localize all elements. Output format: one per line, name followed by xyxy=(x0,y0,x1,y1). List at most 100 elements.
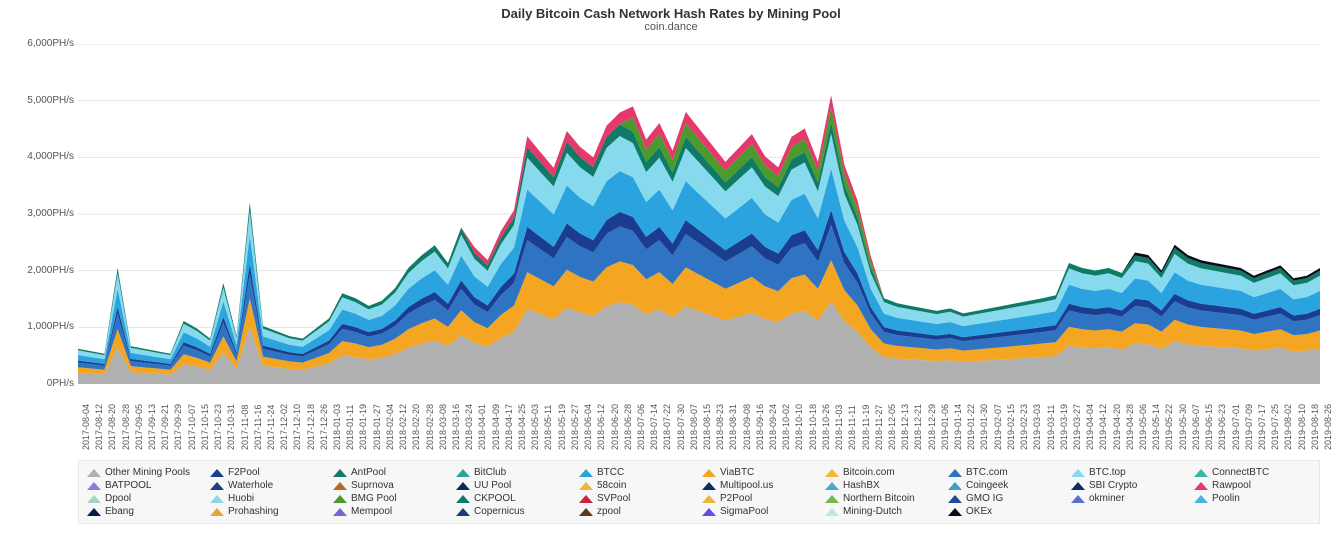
x-tick-label: 2018-03-08 xyxy=(438,404,448,450)
legend-item[interactable]: BTC.top xyxy=(1071,467,1188,478)
x-tick-label: 2018-12-21 xyxy=(913,404,923,450)
legend-item[interactable]: Copernicus xyxy=(456,506,573,517)
legend-swatch-icon xyxy=(333,495,347,503)
x-tick-label: 2018-06-20 xyxy=(610,404,620,450)
legend-item[interactable]: Other Mining Pools xyxy=(87,467,204,478)
legend-swatch-icon xyxy=(87,482,101,490)
x-tick-label: 2019-03-11 xyxy=(1046,405,1056,450)
x-tick-label: 2017-10-15 xyxy=(200,404,210,450)
legend-item[interactable]: ConnectBTC xyxy=(1194,467,1311,478)
x-tick-label: 2018-12-13 xyxy=(900,404,910,450)
legend-label: Northern Bitcoin xyxy=(843,493,915,504)
legend-label: CKPOOL xyxy=(474,493,516,504)
legend-item[interactable]: Mining-Dutch xyxy=(825,506,942,517)
legend-item[interactable]: Dpool xyxy=(87,493,204,504)
legend-item[interactable]: Northern Bitcoin xyxy=(825,493,942,504)
x-tick-label: 2018-11-03 xyxy=(834,405,844,450)
x-tick-label: 2017-08-12 xyxy=(94,404,104,450)
x-axis-labels: 2017-08-042017-08-122017-08-202017-08-28… xyxy=(78,388,1320,458)
x-tick-label: 2017-08-20 xyxy=(107,404,117,450)
x-tick-label: 2018-04-01 xyxy=(477,404,487,450)
x-tick-label: 2019-03-03 xyxy=(1032,404,1042,450)
legend-item[interactable]: F2Pool xyxy=(210,467,327,478)
x-tick-label: 2019-04-12 xyxy=(1098,404,1108,450)
x-tick-label: 2019-02-15 xyxy=(1006,404,1016,450)
y-tick-label: 2,000PH/s xyxy=(4,265,74,276)
x-tick-label: 2018-05-11 xyxy=(543,405,553,450)
legend-item[interactable]: Coingeek xyxy=(948,480,1065,491)
legend-label: ViaBTC xyxy=(720,467,754,478)
x-tick-label: 2018-07-22 xyxy=(662,404,672,450)
y-tick-label: 6,000PH/s xyxy=(4,38,74,49)
legend-label: BitClub xyxy=(474,467,506,478)
x-tick-label: 2018-10-26 xyxy=(821,404,831,450)
legend-item[interactable]: Ebang xyxy=(87,506,204,517)
x-tick-label: 2017-11-16 xyxy=(253,405,263,450)
legend-swatch-icon xyxy=(456,508,470,516)
x-tick-label: 2019-07-01 xyxy=(1231,404,1241,450)
legend-item[interactable]: GMO IG xyxy=(948,493,1065,504)
legend-item[interactable]: Prohashing xyxy=(210,506,327,517)
legend-item[interactable]: BitClub xyxy=(456,467,573,478)
legend-item[interactable]: AntPool xyxy=(333,467,450,478)
y-tick-label: 3,000PH/s xyxy=(4,208,74,219)
legend-item[interactable]: Bitcoin.com xyxy=(825,467,942,478)
legend-label: BTCC xyxy=(597,467,624,478)
legend-item[interactable]: BTCC xyxy=(579,467,696,478)
legend-label: ConnectBTC xyxy=(1212,467,1269,478)
x-tick-label: 2018-01-03 xyxy=(332,404,342,450)
legend-item[interactable]: CKPOOL xyxy=(456,493,573,504)
legend-item[interactable]: BATPOOL xyxy=(87,480,204,491)
x-tick-label: 2017-09-21 xyxy=(160,404,170,450)
x-tick-label: 2018-10-18 xyxy=(808,404,818,450)
x-tick-label: 2018-06-28 xyxy=(623,404,633,450)
x-tick-label: 2018-04-25 xyxy=(517,404,527,450)
x-tick-label: 2018-02-20 xyxy=(411,404,421,450)
stacked-area-plot xyxy=(78,44,1320,384)
legend-label: Copernicus xyxy=(474,506,525,517)
y-tick-label: 0PH/s xyxy=(4,378,74,389)
legend-swatch-icon xyxy=(579,495,593,503)
legend-item[interactable]: Waterhole xyxy=(210,480,327,491)
legend-item[interactable]: zpool xyxy=(579,506,696,517)
x-tick-label: 2018-09-08 xyxy=(742,404,752,450)
legend-item[interactable]: HashBX xyxy=(825,480,942,491)
x-tick-label: 2018-04-09 xyxy=(491,404,501,450)
legend-item[interactable]: OKEx xyxy=(948,506,1065,517)
legend-item[interactable]: Mempool xyxy=(333,506,450,517)
legend-item[interactable]: UU Pool xyxy=(456,480,573,491)
x-tick-label: 2017-11-08 xyxy=(240,405,250,450)
x-tick-label: 2018-10-02 xyxy=(781,404,791,450)
legend-item[interactable]: okminer xyxy=(1071,493,1188,504)
legend-swatch-icon xyxy=(456,469,470,477)
legend-item[interactable]: ViaBTC xyxy=(702,467,819,478)
legend-item[interactable]: SigmaPool xyxy=(702,506,819,517)
legend-item[interactable]: 58coin xyxy=(579,480,696,491)
legend-label: Waterhole xyxy=(228,480,273,491)
legend-label: SigmaPool xyxy=(720,506,768,517)
legend-swatch-icon xyxy=(825,482,839,490)
legend-item[interactable]: Suprnova xyxy=(333,480,450,491)
x-tick-label: 2019-04-28 xyxy=(1125,404,1135,450)
legend-swatch-icon xyxy=(1071,469,1085,477)
x-tick-label: 2018-05-27 xyxy=(570,404,580,450)
legend-swatch-icon xyxy=(1194,495,1208,503)
legend-item[interactable]: BTC.com xyxy=(948,467,1065,478)
legend-item[interactable]: P2Pool xyxy=(702,493,819,504)
x-tick-label: 2019-02-23 xyxy=(1019,404,1029,450)
legend-item[interactable]: Poolin xyxy=(1194,493,1311,504)
legend-item[interactable]: SVPool xyxy=(579,493,696,504)
legend-swatch-icon xyxy=(333,482,347,490)
x-tick-label: 2018-04-17 xyxy=(504,404,514,450)
x-tick-label: 2018-11-19 xyxy=(861,405,871,450)
legend-swatch-icon xyxy=(825,495,839,503)
x-tick-label: 2018-01-19 xyxy=(358,404,368,450)
x-tick-label: 2019-01-06 xyxy=(940,404,950,450)
legend-item[interactable]: BMG Pool xyxy=(333,493,450,504)
legend-item[interactable]: Rawpool xyxy=(1194,480,1311,491)
legend-item[interactable]: SBI Crypto xyxy=(1071,480,1188,491)
legend-item[interactable]: Multipool.us xyxy=(702,480,819,491)
x-tick-label: 2019-01-22 xyxy=(966,404,976,450)
legend-swatch-icon xyxy=(579,508,593,516)
legend-item[interactable]: Huobi xyxy=(210,493,327,504)
